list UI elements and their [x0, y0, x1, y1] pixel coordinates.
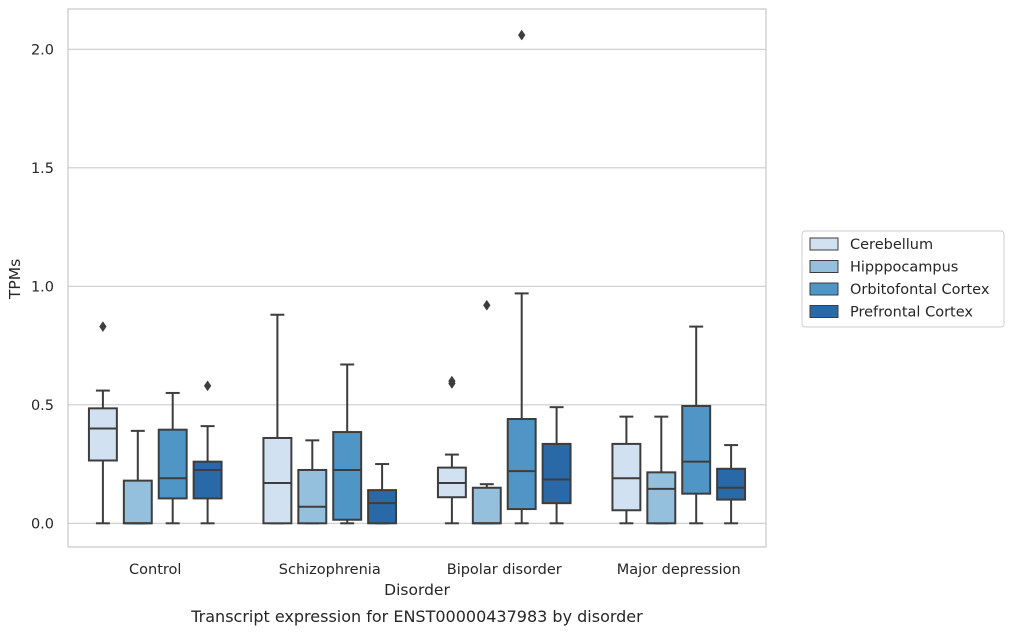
box	[192, 460, 223, 500]
legend: Cerebellum Hipppocampus Orbitofontal Corte…	[801, 230, 1005, 328]
y-axis-label: TPMs	[6, 259, 24, 300]
plot-frame	[67, 8, 767, 548]
box-group	[297, 439, 328, 525]
box	[716, 467, 747, 501]
box	[87, 407, 118, 462]
box-group	[122, 429, 153, 525]
legend-label: Cerebellum	[850, 237, 933, 253]
box	[541, 442, 572, 505]
legend-label: Hipppocampus	[850, 260, 958, 276]
box	[297, 468, 328, 525]
legend-label: Prefrontal Cortex	[850, 305, 973, 321]
box	[332, 431, 363, 521]
x-tick-labels: Control Schizophrenia Bipolar disorder Majo…	[129, 562, 741, 578]
boxes	[87, 29, 747, 525]
box-group	[262, 313, 293, 525]
chart-caption: Transcript expression for ENST0000043798…	[190, 607, 643, 626]
box-group	[681, 325, 712, 525]
y-tick-label: 1.5	[31, 161, 54, 177]
outlier-point	[99, 321, 107, 333]
box	[122, 479, 153, 525]
legend-label: Orbitofontal Cortex	[850, 282, 990, 298]
box	[646, 471, 677, 525]
x-tick-label: Bipolar disorder	[447, 562, 562, 578]
outlier-point	[448, 375, 456, 387]
legend-swatch	[809, 305, 839, 318]
box	[157, 428, 188, 500]
outlier-point	[517, 29, 526, 41]
box	[471, 486, 502, 525]
box	[262, 436, 293, 525]
box	[611, 442, 642, 512]
legend-swatch	[809, 260, 839, 273]
box-group	[157, 391, 188, 525]
box-group	[332, 363, 363, 525]
box-group	[716, 444, 747, 525]
legend-swatch	[809, 282, 839, 296]
box-group	[87, 321, 118, 525]
box-group	[646, 415, 677, 525]
box-group	[541, 406, 572, 525]
outlier-point	[203, 380, 212, 392]
box	[367, 489, 398, 525]
box	[681, 404, 712, 495]
legend-swatch	[809, 237, 839, 251]
box-group	[611, 415, 642, 525]
box-group	[436, 375, 467, 525]
y-tick-label: 1.0	[31, 279, 54, 295]
y-tick-label: 0.0	[31, 516, 54, 532]
x-tick-label: Major depression	[617, 562, 741, 578]
box-group	[367, 463, 398, 525]
box-group	[192, 380, 223, 525]
legend-frame	[801, 230, 1005, 328]
box-group	[506, 29, 537, 525]
box	[506, 418, 537, 511]
y-tick-label: 0.5	[31, 398, 54, 414]
y-tick-labels: 0.0 0.5 1.0 1.5 2.0	[31, 42, 54, 532]
box-group	[471, 299, 502, 525]
x-axis-label: Disorder	[384, 581, 450, 599]
x-tick-label: Schizophrenia	[279, 562, 381, 578]
x-tick-label: Control	[129, 562, 181, 578]
y-tick-label: 2.0	[31, 42, 54, 58]
outlier-point	[483, 299, 491, 311]
